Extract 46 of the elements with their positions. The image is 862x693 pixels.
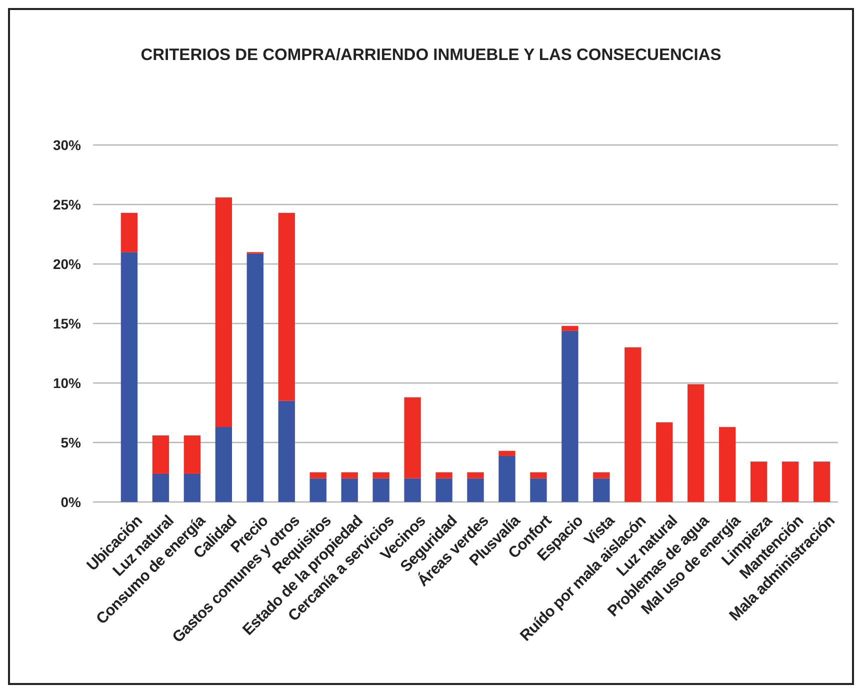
bar	[530, 478, 547, 502]
bar	[404, 397, 421, 478]
bar	[278, 212, 295, 401]
bar	[215, 197, 232, 428]
bar	[782, 462, 799, 502]
y-tick-label: 25%	[52, 196, 82, 212]
y-tick-label: 15%	[52, 315, 82, 332]
bar	[152, 435, 170, 474]
bar	[372, 472, 390, 478]
bar	[593, 472, 610, 478]
bar	[719, 427, 736, 502]
bar	[436, 478, 452, 502]
bar	[184, 435, 201, 474]
bar	[372, 478, 390, 502]
bar	[688, 384, 704, 502]
y-tick-label: 5%	[60, 434, 82, 450]
bar	[404, 478, 421, 502]
bar	[310, 472, 326, 478]
bar	[656, 422, 673, 502]
bar	[120, 212, 138, 252]
bar	[562, 330, 578, 502]
y-tick-label: 20%	[52, 256, 82, 272]
bar	[530, 472, 547, 478]
bar	[593, 478, 610, 502]
bar	[467, 478, 484, 502]
bar	[562, 326, 578, 331]
bar	[310, 478, 326, 502]
bar	[278, 400, 295, 502]
bar	[120, 252, 138, 502]
y-tick-label: 30%	[52, 136, 82, 153]
bar	[341, 478, 358, 502]
y-tick-label: 0%	[60, 494, 82, 510]
bar	[624, 347, 642, 502]
chart-title: CRITERIOS DE COMPRA/ARRIENDO INMUEBLE Y LAS CONSECUENCIAS	[140, 46, 722, 64]
bar	[436, 472, 452, 478]
bar	[750, 462, 768, 502]
bar	[498, 450, 516, 456]
bar	[152, 473, 170, 502]
bar	[813, 462, 830, 502]
y-tick-label: 10%	[52, 374, 82, 391]
bar	[215, 427, 232, 502]
bar	[498, 456, 516, 502]
bar	[341, 472, 358, 478]
bar	[246, 253, 264, 502]
bar	[467, 472, 484, 478]
bar	[184, 473, 201, 502]
